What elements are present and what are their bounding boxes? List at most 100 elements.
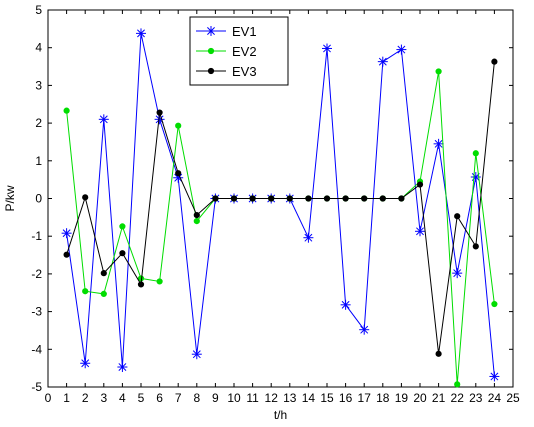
y-tick-label: 1 — [35, 154, 42, 168]
y-tick-label: -1 — [31, 229, 42, 243]
y-tick-label: 3 — [35, 78, 42, 92]
y-tick-label: -2 — [31, 267, 42, 281]
data-point — [398, 195, 405, 202]
x-tick-label: 9 — [212, 391, 219, 405]
y-tick-label: -3 — [31, 305, 42, 319]
data-point — [173, 172, 184, 183]
x-tick-label: 12 — [265, 391, 279, 405]
ticks: 0 1 2 3 4 5 6 7 8 9 10 11 12 13 14 15 16 17 18 19 20 21 22 23 24… — [31, 3, 520, 405]
data-point — [491, 58, 498, 65]
y-tick-label: -4 — [31, 342, 42, 356]
x-tick-label: 7 — [175, 391, 182, 405]
x-axis-label: t/h — [274, 408, 287, 422]
legend-label: EV3 — [232, 64, 257, 79]
data-point — [268, 195, 275, 202]
data-point — [117, 362, 128, 373]
data-point — [156, 278, 163, 285]
data-point — [491, 300, 498, 308]
y-tick-label: 5 — [35, 3, 42, 17]
data-point — [212, 195, 219, 202]
data-point — [193, 218, 200, 225]
x-tick-label: 17 — [358, 391, 372, 405]
data-point — [249, 195, 256, 202]
data-point — [452, 268, 463, 279]
x-tick-label: 15 — [320, 391, 334, 405]
data-point — [379, 195, 386, 202]
x-tick-label: 1 — [63, 391, 70, 405]
data-point — [472, 150, 479, 157]
data-point — [136, 28, 146, 39]
legend: EV1 EV2 EV3 — [189, 16, 289, 86]
data-point — [193, 211, 200, 219]
legend-entry-ev2: EV2 — [196, 44, 257, 59]
data-point — [396, 44, 407, 55]
legend-marker — [206, 26, 216, 36]
data-point — [454, 381, 461, 388]
data-point — [433, 138, 444, 149]
x-tick-label: 11 — [246, 391, 259, 405]
legend-label: EV2 — [232, 44, 257, 59]
data-point — [361, 195, 368, 202]
y-tick-label: -5 — [31, 380, 42, 394]
data-point — [100, 290, 107, 297]
data-point — [472, 243, 479, 250]
legend-entry-ev3: EV3 — [196, 64, 257, 79]
data-point — [80, 358, 91, 369]
data-point — [98, 114, 109, 125]
x-tick-label: 3 — [100, 391, 107, 405]
x-tick-label: 20 — [413, 391, 427, 405]
data-point — [454, 213, 461, 220]
x-tick-label: 8 — [193, 391, 200, 405]
data-point — [82, 288, 89, 295]
legend-entry-ev1: EV1 — [196, 24, 257, 39]
data-point — [61, 228, 72, 239]
x-tick-label: 23 — [469, 391, 483, 405]
series-layer — [61, 28, 500, 388]
data-point — [191, 349, 202, 360]
legend-marker — [207, 47, 215, 55]
data-point — [100, 270, 107, 277]
data-point — [119, 223, 126, 230]
series-line-ev3 — [66, 61, 495, 354]
x-tick-label: 6 — [156, 391, 163, 405]
data-point — [175, 170, 182, 177]
y-axis-label: P/kw — [3, 185, 17, 211]
data-point — [322, 43, 332, 54]
data-point — [323, 195, 331, 202]
x-tick-label: 13 — [283, 391, 297, 405]
data-point — [286, 195, 293, 202]
series-ev3 — [63, 58, 498, 357]
x-tick-label: 18 — [376, 391, 390, 405]
x-tick-label: 5 — [138, 391, 145, 405]
x-tick-label: 19 — [395, 391, 409, 405]
y-tick-label: 4 — [35, 41, 42, 55]
data-point — [435, 350, 442, 357]
x-tick-label: 4 — [119, 391, 126, 405]
data-point — [435, 68, 442, 75]
data-point — [377, 56, 388, 67]
y-tick-label: 2 — [35, 116, 42, 130]
data-point — [230, 195, 238, 202]
x-tick-label: 25 — [506, 391, 520, 405]
data-point — [342, 195, 349, 202]
data-point — [359, 324, 370, 335]
x-tick-label: 22 — [451, 391, 465, 405]
data-point — [63, 107, 70, 114]
y-tick-label: 0 — [35, 192, 42, 206]
legend-label: EV1 — [232, 24, 257, 39]
x-tick-label: 24 — [488, 391, 502, 405]
data-point — [303, 232, 314, 243]
data-point — [489, 371, 500, 382]
data-point — [416, 181, 424, 188]
data-point — [305, 195, 312, 202]
x-tick-label: 16 — [339, 391, 353, 405]
x-tick-label: 10 — [227, 391, 241, 405]
x-tick-label: 14 — [302, 391, 316, 405]
data-point — [137, 281, 145, 288]
data-point — [175, 122, 182, 129]
data-point — [63, 251, 70, 258]
x-tick-label: 0 — [45, 391, 52, 405]
x-tick-label: 21 — [432, 391, 446, 405]
data-point — [119, 250, 126, 257]
